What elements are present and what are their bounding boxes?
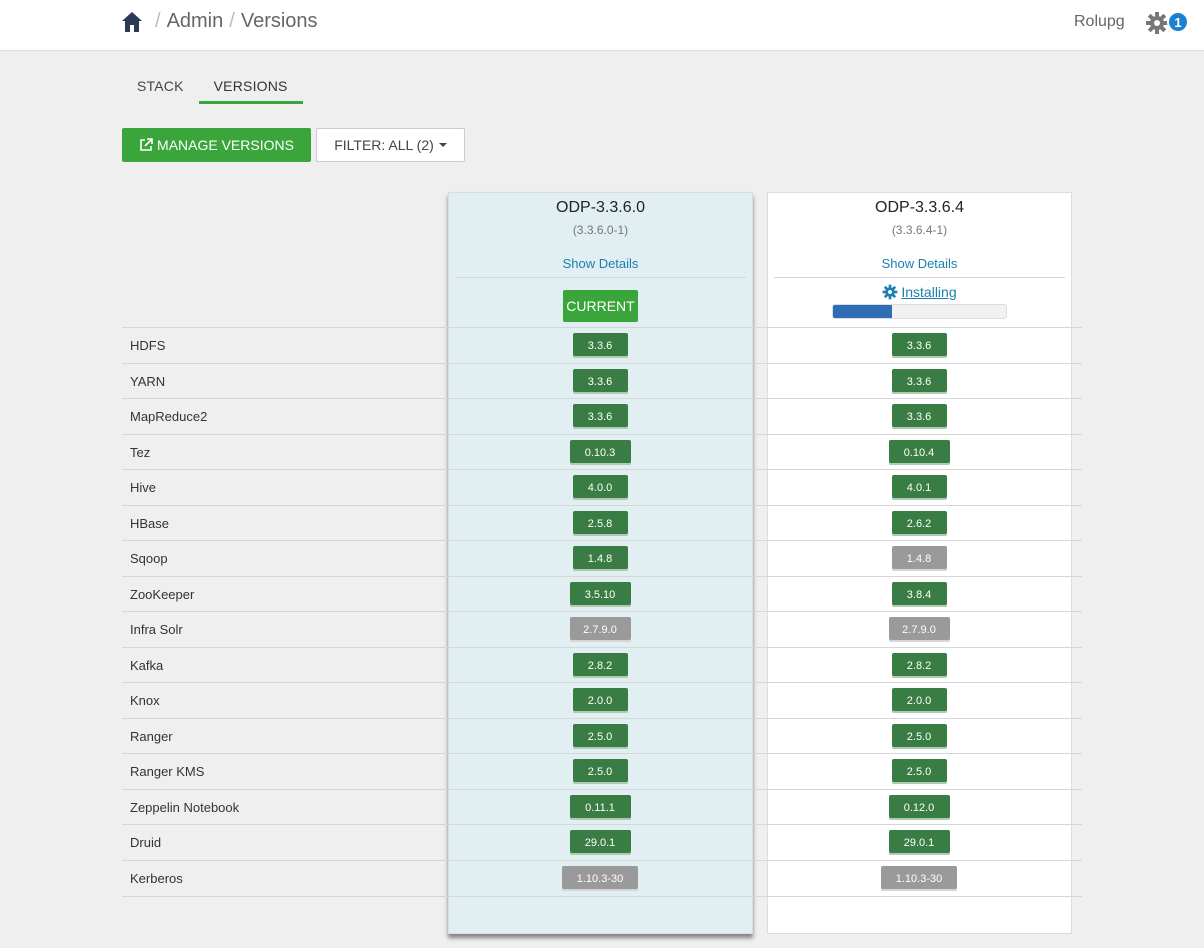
version-badge: 3.3.6	[891, 404, 947, 429]
home-icon[interactable]	[121, 11, 143, 33]
progress-fill	[833, 305, 892, 318]
filter-label: FILTER: ALL (2)	[334, 137, 434, 153]
current-status-label: CURRENT	[563, 290, 638, 322]
version-build: (3.3.6.0-1)	[572, 223, 629, 237]
version-badge: 2.5.0	[572, 724, 628, 749]
table-row: Ranger 2.5.0 2.5.0	[122, 718, 1082, 754]
divider	[774, 277, 1065, 278]
service-name: Hive	[130, 480, 157, 495]
table-row: Sqoop 1.4.8 1.4.8	[122, 540, 1082, 576]
version-badge: 2.5.0	[891, 759, 947, 784]
version-badge: 0.12.0	[888, 795, 950, 820]
service-name: Druid	[130, 835, 162, 850]
table-row: Knox 2.0.0 2.0.0	[122, 682, 1082, 718]
version-badge: 3.5.10	[569, 582, 631, 607]
breadcrumb-separator: /	[229, 10, 235, 32]
version-badge: 2.7.9.0	[888, 617, 950, 642]
show-details-link[interactable]: Show Details	[881, 256, 958, 271]
manage-versions-label: MANAGE VERSIONS	[157, 137, 294, 153]
version-build: (3.3.6.4-1)	[891, 223, 948, 237]
table-row: HDFS 3.3.6 3.3.6	[122, 327, 1082, 363]
tab-stack[interactable]: STACK	[137, 78, 184, 94]
version-badge: 1.4.8	[572, 546, 628, 571]
table-row: Druid 29.0.1 29.0.1	[122, 824, 1082, 860]
divider	[455, 277, 746, 278]
gear-icon	[883, 284, 898, 300]
caret-down-icon	[438, 143, 447, 147]
breadcrumb-separator: /	[155, 10, 161, 32]
gear-icon[interactable]	[1145, 11, 1169, 35]
version-badge: 4.0.1	[891, 475, 947, 500]
top-bar: / Admin / Versions Rolupg 1	[0, 0, 1204, 51]
service-name: Ranger	[130, 729, 173, 744]
table-row: Kerberos 1.10.3-30 1.10.3-30	[122, 860, 1082, 896]
service-name: ZooKeeper	[130, 587, 195, 602]
version-name: ODP-3.3.6.0	[556, 199, 645, 216]
installing-link[interactable]: Installing	[768, 284, 1071, 300]
breadcrumb-versions: Versions	[240, 10, 318, 32]
version-badge: 3.3.6	[572, 369, 628, 394]
notification-badge[interactable]: 1	[1167, 11, 1189, 33]
table-bottom-border	[122, 896, 1082, 897]
version-badge: 0.11.1	[569, 795, 631, 820]
version-badge: 0.10.4	[888, 440, 950, 465]
table-row: Infra Solr 2.7.9.0 2.7.9.0	[122, 611, 1082, 647]
version-badge: 2.8.2	[572, 653, 628, 678]
version-badge: 2.0.0	[891, 688, 947, 713]
table-row: Ranger KMS 2.5.0 2.5.0	[122, 753, 1082, 789]
service-name: Tez	[130, 445, 151, 460]
manage-versions-button[interactable]: MANAGE VERSIONS	[122, 128, 311, 162]
service-name: MapReduce2	[130, 409, 208, 424]
breadcrumb: / Admin / Versions	[121, 10, 318, 33]
external-link-icon	[140, 138, 153, 151]
version-badge: 3.8.4	[891, 582, 947, 607]
tab-versions[interactable]: VERSIONS	[198, 72, 303, 104]
table-row: HBase 2.5.8 2.6.2	[122, 505, 1082, 541]
service-name: HDFS	[130, 338, 166, 353]
show-details-link[interactable]: Show Details	[562, 256, 639, 271]
breadcrumb-admin[interactable]: Admin	[166, 10, 224, 32]
version-badge: 2.5.0	[891, 724, 947, 749]
version-badge: 29.0.1	[888, 830, 950, 855]
service-name: Ranger KMS	[130, 764, 205, 779]
version-badge: 3.3.6	[891, 333, 947, 358]
version-badge: 4.0.0	[572, 475, 628, 500]
service-name: Kafka	[130, 658, 164, 673]
version-name: ODP-3.3.6.4	[875, 199, 964, 216]
version-badge: 2.7.9.0	[569, 617, 631, 642]
version-badge: 2.5.0	[572, 759, 628, 784]
version-badge: 3.3.6	[572, 404, 628, 429]
tab-bar: STACK VERSIONS	[122, 72, 303, 104]
table-row: Kafka 2.8.2 2.8.2	[122, 647, 1082, 683]
service-name: YARN	[130, 374, 166, 389]
service-name: Sqoop	[130, 551, 168, 566]
filter-dropdown[interactable]: FILTER: ALL (2)	[316, 128, 465, 162]
version-badge: 0.10.3	[569, 440, 631, 465]
version-badge: 2.5.8	[572, 511, 628, 536]
version-badge: 1.10.3-30	[562, 866, 638, 891]
version-badge: 3.3.6	[572, 333, 628, 358]
table-row: Tez 0.10.3 0.10.4	[122, 434, 1082, 470]
version-badge: 1.10.3-30	[881, 866, 957, 891]
service-name: HBase	[130, 516, 170, 531]
table-row: Zeppelin Notebook 0.11.1 0.12.0	[122, 789, 1082, 825]
service-name: Kerberos	[130, 871, 183, 886]
install-progress-bar	[832, 304, 1007, 319]
version-badge: 2.6.2	[891, 511, 947, 536]
version-badge: 3.3.6	[891, 369, 947, 394]
service-name: Infra Solr	[130, 622, 183, 637]
service-name: Zeppelin Notebook	[130, 800, 240, 815]
table-row: ZooKeeper 3.5.10 3.8.4	[122, 576, 1082, 612]
user-menu[interactable]: Rolupg	[1074, 13, 1125, 30]
table-row: Hive 4.0.0 4.0.1	[122, 469, 1082, 505]
version-badge: 29.0.1	[569, 830, 631, 855]
installing-label: Installing	[901, 284, 957, 300]
version-badge: 2.8.2	[891, 653, 947, 678]
table-row: YARN 3.3.6 3.3.6	[122, 363, 1082, 399]
table-row: MapReduce2 3.3.6 3.3.6	[122, 398, 1082, 434]
version-badge: 2.0.0	[572, 688, 628, 713]
service-name: Knox	[130, 693, 160, 708]
version-badge: 1.4.8	[891, 546, 947, 571]
